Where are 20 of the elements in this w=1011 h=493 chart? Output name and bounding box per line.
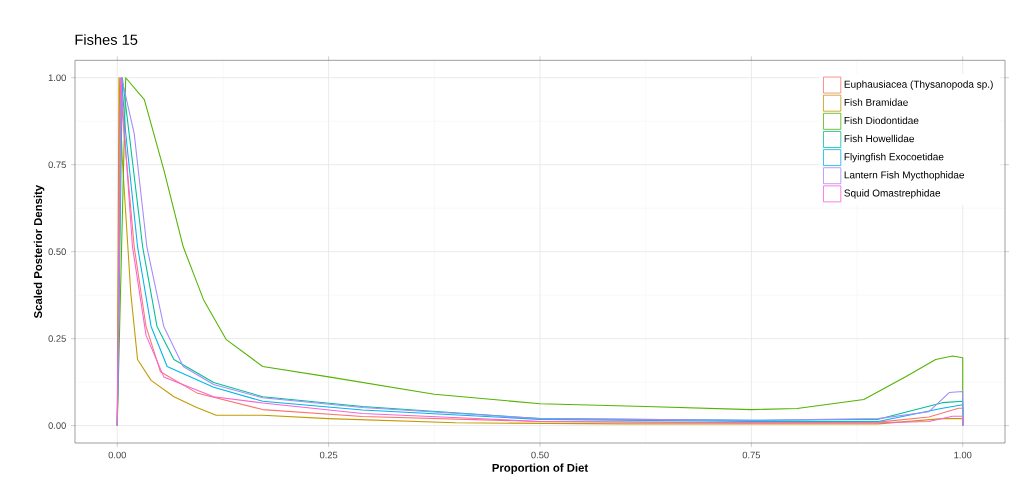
x-axis-title: Proportion of Diet [492,463,589,475]
legend-label: Lantern Fish Mycthophidae [844,171,965,181]
x-tick-label: 0.75 [742,451,761,459]
chart-title: Fishes 15 [75,34,138,45]
legend-label: Euphausiacea (Thysanopoda sp.) [844,80,993,90]
y-tick-label: 0.50 [48,248,66,255]
legend-label: Fish Howellidae [844,134,914,143]
x-tick-label: 1.00 [954,451,972,459]
legend-label: Fish Bramidae [844,98,908,106]
y-tick-label: 0.25 [48,335,66,342]
y-tick-label: 1.00 [48,74,66,82]
y-tick-label: 0.75 [48,161,66,168]
x-tick-label: 0.25 [319,451,338,459]
x-tick-label: 0.00 [108,451,126,459]
y-axis-title: Scaled Posterior Density [33,184,45,319]
legend-label: Fish Diodontidae [844,116,919,125]
legend-label: Squid Omastrephidae [844,189,941,199]
y-tick-label: 0.00 [48,422,66,429]
x-tick-label: 0.50 [531,451,549,459]
legend-label: Flyingfish Exocoetidae [844,152,944,163]
